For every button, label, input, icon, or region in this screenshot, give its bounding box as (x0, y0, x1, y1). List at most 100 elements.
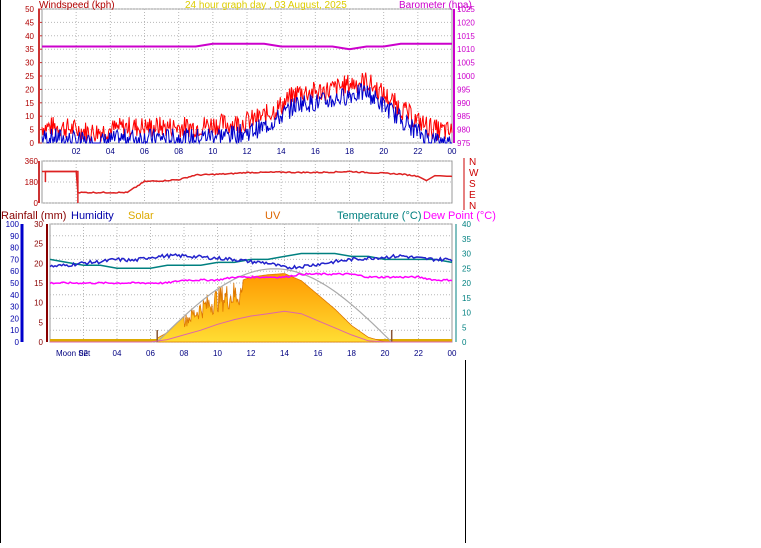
temp-tick-label: 5 (462, 323, 467, 332)
x-tick-label: 18 (347, 349, 356, 358)
panel2-marks (42, 170, 453, 203)
x-tick-label: 20 (379, 147, 388, 156)
baro-tick-label: 1020 (457, 18, 475, 27)
windspeed-series-line (41, 83, 452, 145)
rain-tick-label: 20 (34, 259, 43, 268)
compass-label: N (469, 157, 476, 168)
legend-rainfall: Rainfall (mm) (1, 210, 66, 222)
x-tick-label: 18 (345, 147, 354, 156)
panel1-grid (42, 8, 452, 144)
rain-tick-label: 5 (39, 318, 44, 327)
wind-tick-label: 0 (30, 139, 35, 148)
barometer-series-line (42, 42, 452, 51)
x-tick-label: 22 (414, 349, 423, 358)
wind-direction-early-segment (44, 170, 79, 203)
uv-series-line (50, 310, 452, 343)
humidity-tick-label: 60 (10, 267, 19, 276)
x-tick-label: 06 (140, 147, 149, 156)
temp-tick-label: 0 (462, 338, 467, 347)
temp-tick-label: 15 (462, 294, 471, 303)
baro-tick-label: 980 (457, 126, 471, 135)
baro-tick-label: 990 (457, 99, 471, 108)
panel3-marks (49, 252, 453, 343)
wind-tick-label: 25 (25, 72, 34, 81)
humidity-tick-label: 90 (10, 232, 19, 241)
baro-tick-label: 1000 (457, 72, 475, 81)
compass-label: E (469, 190, 476, 201)
direction-tick-label: 180 (25, 178, 39, 187)
compass-label: N (469, 201, 476, 212)
wind-tick-label: 35 (25, 45, 34, 54)
rain-tick-label: 15 (34, 279, 43, 288)
x-tick-label: 00 (448, 349, 457, 358)
solar-max-curve (156, 268, 393, 343)
x-tick-label: 00 (448, 147, 457, 156)
rain-tick-label: 30 (34, 220, 43, 229)
windgust-series-line (41, 72, 453, 143)
panel1-marks (41, 42, 453, 145)
windspeed-axis-label: Windspeed (kph) (39, 0, 115, 11)
humidity-tick-label: 50 (10, 279, 19, 288)
compass-label: W (469, 168, 479, 179)
humidity-tick-label: 10 (10, 326, 19, 335)
temp-tick-label: 30 (462, 250, 471, 259)
humidity-tick-label: 100 (6, 220, 20, 229)
temp-tick-label: 10 (462, 309, 471, 318)
x-tick-label: 02 (79, 349, 88, 358)
left-frame-line (0, 0, 1, 543)
baro-tick-label: 975 (457, 139, 471, 148)
x-tick-label: 12 (243, 147, 252, 156)
x-tick-label: 04 (113, 349, 122, 358)
legend-humidity: Humidity (71, 210, 114, 222)
x-tick-label: 14 (280, 349, 289, 358)
x-tick-label: 04 (106, 147, 115, 156)
x-tick-label: 14 (277, 147, 286, 156)
x-tick-label: 16 (311, 147, 320, 156)
legend-solar: Solar (128, 210, 154, 222)
temp-tick-label: 40 (462, 220, 471, 229)
legend-uv: UV (265, 210, 281, 222)
x-tick-label: 22 (413, 147, 422, 156)
legend-dew-point: Dew Point (°C) (423, 210, 496, 222)
dew-point-series-line (49, 272, 453, 285)
rain-tick-label: 25 (34, 240, 43, 249)
x-tick-label: 08 (180, 349, 189, 358)
wind-tick-label: 45 (25, 18, 34, 27)
barometer-axis-label: Barometer (hpa) (399, 0, 472, 11)
x-tick-label: 08 (174, 147, 183, 156)
temp-tick-label: 25 (462, 264, 471, 273)
humidity-tick-label: 40 (10, 291, 19, 300)
x-tick-label: 16 (314, 349, 323, 358)
chart-title: 24 hour graph day , 03 August, 2025 (185, 0, 347, 11)
humidity-tick-label: 80 (10, 244, 19, 253)
direction-tick-label: 360 (25, 157, 39, 166)
baro-tick-label: 985 (457, 112, 471, 121)
direction-tick-label: 0 (34, 199, 39, 208)
rain-tick-label: 10 (34, 299, 43, 308)
x-tick-label: 06 (146, 349, 155, 358)
x-tick-label: 02 (72, 147, 81, 156)
wind-direction-series-line (42, 170, 453, 194)
humidity-tick-label: 30 (10, 303, 19, 312)
baro-tick-label: 1015 (457, 32, 475, 41)
humidity-tick-label: 20 (10, 314, 19, 323)
wind-tick-label: 50 (25, 5, 34, 14)
baro-tick-label: 1025 (457, 5, 475, 14)
humidity-series-line (49, 253, 453, 270)
humidity-tick-label: 70 (10, 255, 19, 264)
baro-tick-label: 995 (457, 85, 471, 94)
x-tick-label: 10 (208, 147, 217, 156)
temp-tick-label: 20 (462, 279, 471, 288)
moon-set-label: Moon Set (56, 349, 91, 358)
right-frame-line (465, 360, 466, 543)
x-tick-label: 12 (247, 349, 256, 358)
temp-tick-label: 35 (462, 235, 471, 244)
legend-temperature: Temperature (°C) (337, 210, 421, 222)
compass-label: S (469, 179, 476, 190)
baro-tick-label: 1010 (457, 45, 475, 54)
x-tick-label: 20 (381, 349, 390, 358)
wind-tick-label: 40 (25, 32, 34, 41)
baro-tick-label: 1005 (457, 59, 475, 68)
